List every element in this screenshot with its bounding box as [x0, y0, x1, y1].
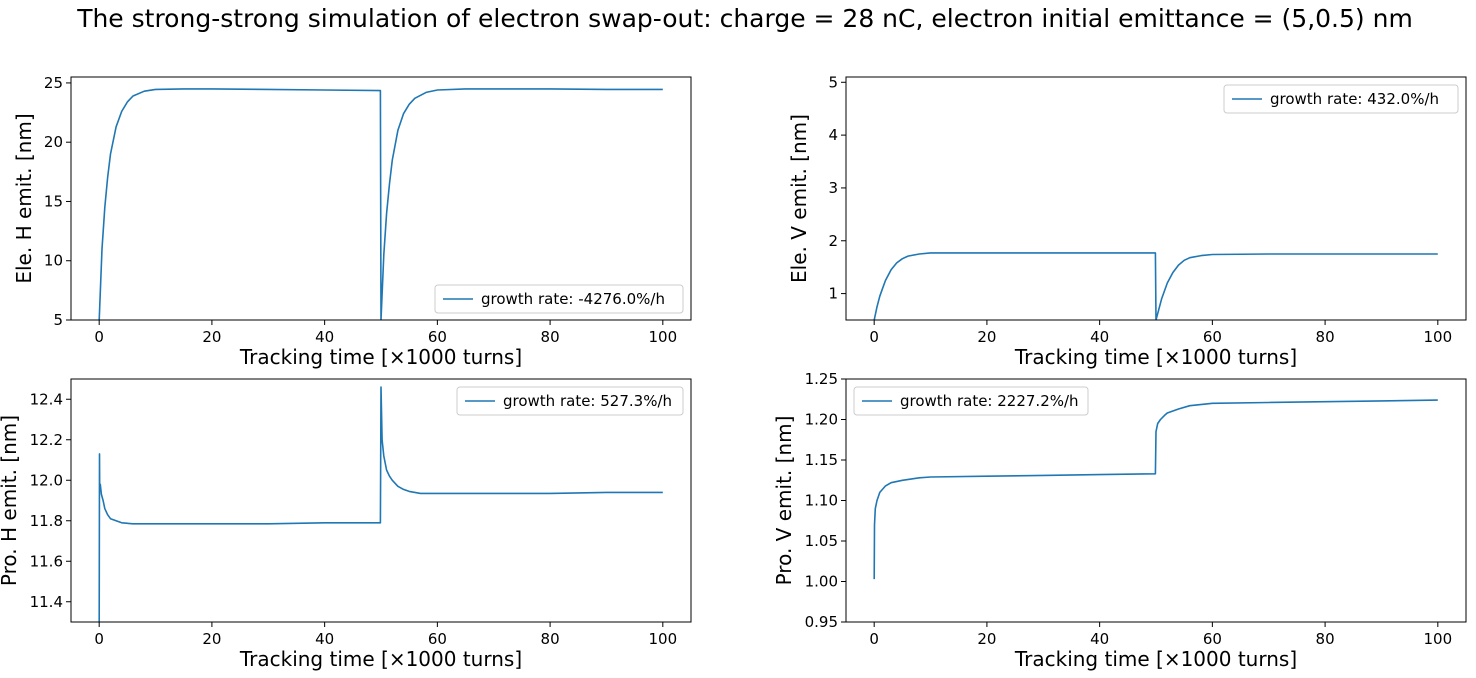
y-tick-label: 5: [53, 311, 63, 329]
y-tick-label: 1.00: [805, 573, 838, 591]
y-tick-label: 11.4: [30, 593, 63, 611]
y-tick-label: 11.6: [30, 552, 63, 570]
y-tick-label: 10: [44, 252, 63, 270]
y-tick-label: 2: [828, 232, 838, 250]
legend-box: [1223, 84, 1459, 114]
y-tick-label: 1.20: [805, 411, 838, 429]
y-tick-label: 25: [44, 74, 63, 92]
x-tick-label: 20: [977, 328, 996, 346]
x-tick-label: 0: [869, 328, 879, 346]
axes-frame: [70, 76, 692, 321]
x-tick-label: 80: [1316, 630, 1335, 648]
y-tick-label: 1: [828, 285, 838, 303]
x-tick-label: 100: [1423, 630, 1452, 648]
y-tick-label: 3: [828, 179, 838, 197]
series-line-0: [98, 88, 663, 320]
legend-entry: growth rate: -4276.0%/h: [481, 290, 665, 308]
series-line-0: [873, 399, 1438, 580]
legend-box: [434, 284, 684, 314]
y-tick-label: 15: [44, 192, 63, 210]
y-tick-label: 4: [828, 126, 838, 144]
chart-ele-v-emit: 0 20 40 60 80 100 1 2 3 4 5 Tracking time [×1000 tu…: [787, 73, 1467, 369]
y-tick-label: 12.0: [30, 471, 63, 489]
legend-box: [456, 386, 684, 416]
legend-entry: growth rate: 2227.2%/h: [900, 392, 1079, 410]
x-tick-label: 40: [315, 328, 334, 346]
figure-suptitle: The strong-strong simulation of electron…: [76, 4, 1413, 33]
y-axis-label: Pro. V emit. [nm]: [772, 416, 796, 586]
x-tick-label: 20: [977, 630, 996, 648]
y-tick-label: 1.10: [805, 492, 838, 510]
y-tick-label: 12.2: [30, 431, 63, 449]
y-tick-label: 5: [828, 73, 838, 91]
legend: growth rate: -4276.0%/h: [434, 284, 684, 314]
legend-entry: growth rate: 432.0%/h: [1270, 90, 1439, 108]
axes-frame: [70, 378, 692, 623]
axes-frame: [845, 76, 1467, 321]
x-tick-label: 100: [1423, 328, 1452, 346]
x-tick-label: 0: [869, 630, 879, 648]
y-tick-label: 20: [44, 133, 63, 151]
x-axis-label: Tracking time [×1000 turns]: [239, 647, 522, 671]
legend-entry: growth rate: 527.3%/h: [503, 392, 672, 410]
y-tick-label: 1.25: [805, 370, 838, 388]
x-tick-label: 100: [648, 630, 677, 648]
chart-ele-h-emit: 0 20 40 60 80 100 5 10 15 20 25 Tracking time [×100…: [12, 74, 692, 369]
x-tick-label: 80: [1316, 328, 1335, 346]
x-tick-label: 20: [202, 630, 221, 648]
x-axis-label: Tracking time [×1000 turns]: [239, 345, 522, 369]
chart-pro-h-emit: 0 20 40 60 80 100 11.4 11.6 11.8 12.0 12.2 12.4 Trac…: [0, 378, 692, 671]
x-tick-label: 0: [94, 630, 104, 648]
legend-box: [853, 386, 1089, 416]
x-tick-label: 60: [1203, 630, 1222, 648]
y-tick-label: 1.05: [805, 532, 838, 550]
x-tick-label: 20: [202, 328, 221, 346]
x-tick-label: 80: [541, 630, 560, 648]
x-tick-label: 60: [1203, 328, 1222, 346]
y-tick-label: 0.95: [805, 613, 838, 631]
x-tick-label: 100: [648, 328, 677, 346]
x-tick-label: 60: [428, 328, 447, 346]
x-tick-label: 80: [541, 328, 560, 346]
x-tick-label: 40: [315, 630, 334, 648]
chart-pro-v-emit: 0 20 40 60 80 100 0.95 1.00 1.05 1.10 1.15 1.20 1.25…: [772, 370, 1467, 671]
x-tick-label: 40: [1090, 630, 1109, 648]
y-axis-label: Ele. V emit. [nm]: [787, 114, 811, 283]
legend: growth rate: 527.3%/h: [456, 386, 684, 416]
y-tick-label: 12.4: [30, 390, 63, 408]
x-tick-label: 60: [428, 630, 447, 648]
plot-area: [846, 379, 1466, 622]
x-axis-label: Tracking time [×1000 turns]: [1014, 345, 1297, 369]
y-axis-label: Pro. H emit. [nm]: [0, 415, 21, 586]
x-tick-label: 0: [94, 328, 104, 346]
legend: growth rate: 2227.2%/h: [853, 386, 1089, 416]
y-axis-label: Ele. H emit. [nm]: [12, 113, 36, 283]
series-line-0: [873, 252, 1438, 320]
series-line-0: [98, 386, 663, 622]
x-tick-label: 40: [1090, 328, 1109, 346]
y-tick-label: 1.15: [805, 451, 838, 469]
legend: growth rate: 432.0%/h: [1223, 84, 1459, 114]
x-axis-label: Tracking time [×1000 turns]: [1014, 647, 1297, 671]
y-tick-label: 11.8: [30, 512, 63, 530]
